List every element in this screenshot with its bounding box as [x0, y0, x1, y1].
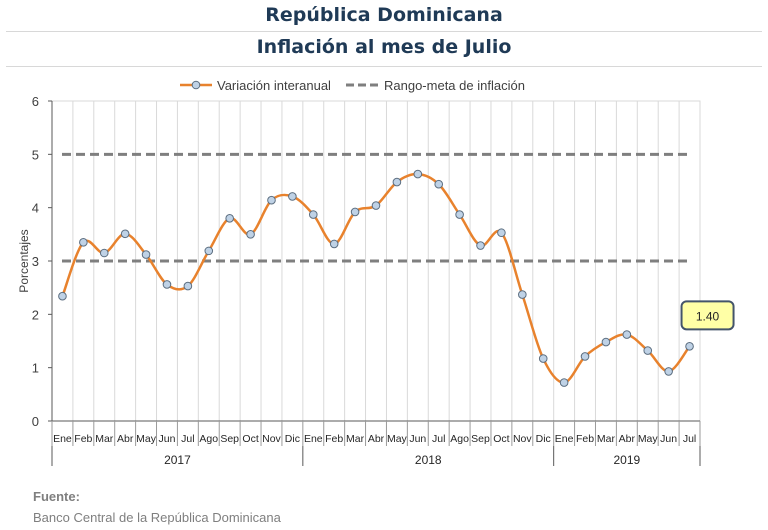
- title-divider: [6, 31, 762, 32]
- x-tick-label: Jun: [409, 433, 426, 445]
- y-tick-label: 5: [32, 147, 39, 162]
- legend-target-label: Rango-meta de inflación: [384, 78, 525, 93]
- x-tick-label: Jul: [432, 433, 445, 445]
- data-point: [329, 239, 339, 249]
- legend-series-marker: [191, 80, 201, 90]
- data-point: [559, 378, 569, 387]
- year-label: 2017: [164, 453, 191, 467]
- data-point: [162, 280, 172, 289]
- data-point: [434, 179, 444, 189]
- x-tick-label: Nov: [513, 433, 532, 445]
- subtitle-divider: [6, 66, 762, 67]
- year-label: 2019: [613, 453, 640, 467]
- x-tick-label: Ene: [304, 433, 323, 445]
- data-point: [141, 250, 151, 259]
- x-tick-label: Feb: [576, 433, 594, 445]
- data-point: [601, 337, 611, 347]
- x-tick-label: Abr: [117, 433, 134, 445]
- x-tick-label: Abr: [368, 433, 385, 445]
- x-tick-label: Ene: [555, 433, 574, 445]
- data-point: [58, 291, 67, 301]
- x-tick-label: Mar: [597, 433, 616, 445]
- y-tick-label: 2: [32, 307, 39, 322]
- x-tick-label: Mar: [346, 433, 365, 445]
- y-tick-label: 4: [32, 201, 39, 216]
- x-tick-label: Mar: [95, 433, 114, 445]
- source-text: Banco Central de la República Dominicana: [33, 510, 281, 525]
- x-tick-label: Jul: [181, 433, 194, 445]
- data-point: [308, 210, 318, 219]
- data-point: [350, 207, 360, 217]
- callout-box: [680, 300, 735, 331]
- legend-series-label: Variación interanual: [217, 78, 331, 93]
- y-tick-label: 0: [32, 414, 39, 429]
- x-tick-label: Feb: [325, 433, 343, 445]
- data-point: [664, 367, 673, 376]
- data-point: [392, 177, 402, 187]
- data-point: [643, 346, 653, 355]
- x-tick-label: Oct: [493, 433, 509, 445]
- data-point: [538, 354, 548, 363]
- data-point: [371, 201, 381, 210]
- x-tick-label: Oct: [242, 433, 258, 445]
- x-tick-label: Sep: [220, 433, 239, 445]
- x-tick-label: Nov: [262, 433, 281, 445]
- x-tick-label: Jun: [158, 433, 175, 445]
- x-tick-label: Jul: [683, 433, 696, 445]
- data-point: [120, 229, 130, 239]
- source-label: Fuente:: [33, 489, 80, 504]
- data-point: [476, 241, 485, 250]
- data-point: [413, 169, 423, 179]
- data-point: [518, 290, 527, 299]
- x-tick-label: May: [387, 433, 408, 445]
- chart-subtitle: Inflación al mes de Julio: [256, 36, 512, 58]
- data-point: [204, 246, 214, 256]
- chart-title: República Dominicana: [265, 4, 503, 26]
- data-point: [225, 214, 234, 223]
- x-tick-label: Sep: [471, 433, 490, 445]
- y-tick-label: 6: [32, 94, 39, 109]
- data-point: [79, 238, 88, 247]
- y-axis-label: Porcentajes: [17, 229, 31, 292]
- y-tick-label: 3: [32, 254, 39, 269]
- data-point: [267, 195, 276, 205]
- y-tick-label: 1: [32, 361, 39, 376]
- x-tick-label: May: [638, 433, 659, 445]
- data-label: 1.40: [696, 309, 720, 323]
- data-point: [497, 228, 506, 238]
- x-tick-label: Dic: [285, 433, 300, 445]
- x-tick-label: Ago: [450, 433, 469, 445]
- data-point: [288, 192, 297, 201]
- data-point: [685, 342, 694, 351]
- data-point: [183, 281, 193, 291]
- x-tick-label: May: [136, 433, 157, 445]
- x-tick-label: Jun: [660, 433, 677, 445]
- x-tick-label: Dic: [536, 433, 551, 445]
- x-tick-label: Ene: [53, 433, 72, 445]
- data-point: [99, 248, 109, 258]
- x-tick-label: Ago: [199, 433, 218, 445]
- data-point: [580, 352, 590, 361]
- data-point: [246, 230, 255, 239]
- x-tick-label: Feb: [74, 433, 92, 445]
- year-label: 2018: [415, 453, 442, 467]
- data-point: [622, 330, 632, 339]
- x-tick-label: Abr: [619, 433, 636, 445]
- data-point: [455, 210, 464, 219]
